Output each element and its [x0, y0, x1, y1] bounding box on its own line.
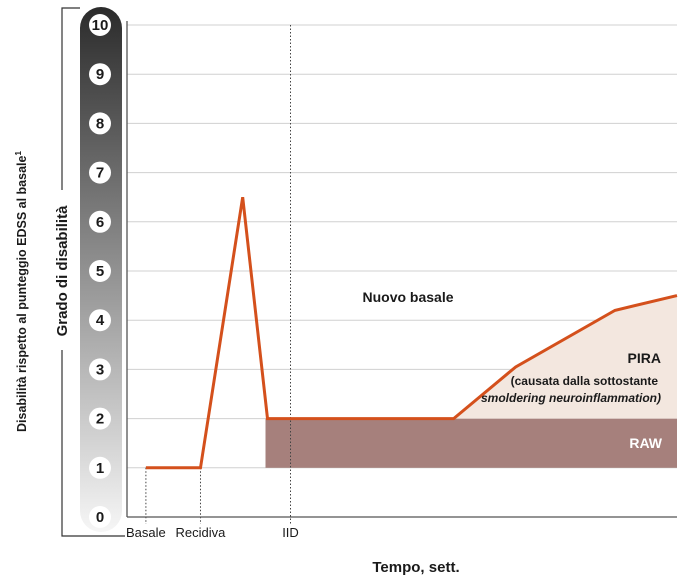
x-marker-label-0: Basale — [126, 525, 166, 540]
y-tick-label-7: 7 — [96, 165, 104, 182]
y-tick-label-2: 2 — [96, 411, 104, 428]
y-tick-label-4: 4 — [96, 312, 105, 329]
inner-ylabel: Grado di disabilità — [54, 205, 71, 337]
outer-ylabel: Disabilità rispetto al punteggio EDSS al… — [14, 151, 29, 432]
y-tick-circle-6 — [89, 210, 111, 233]
raw-region — [265, 418, 677, 468]
y-tick-circle-4 — [89, 309, 111, 332]
nuovo-basale-label: Nuovo basale — [362, 289, 453, 305]
disability-line — [145, 196, 678, 470]
y-tick-circle-9 — [89, 63, 111, 86]
x-marker-label-2: IID — [282, 525, 299, 540]
y-tick-circle-10 — [89, 14, 111, 36]
y-tick-circle-1 — [89, 456, 111, 479]
pira-sub-label-2: smoldering neuroinflammation) — [481, 391, 661, 405]
y-tick-label-6: 6 — [96, 214, 104, 231]
y-tick-circle-5 — [89, 260, 111, 282]
y-tick-label-5: 5 — [96, 263, 104, 280]
y-tick-label-1: 1 — [96, 460, 104, 477]
raw-label: RAW — [629, 435, 662, 451]
y-tick-circle-3 — [89, 358, 111, 381]
y-tick-circle-2 — [89, 407, 111, 430]
y-tick-label-10: 10 — [92, 17, 109, 34]
inner-ylabel-bg — [54, 190, 72, 350]
pira-label: PIRA — [628, 350, 661, 366]
y-tick-circle-0 — [89, 506, 111, 528]
y-tick-label-9: 9 — [96, 66, 104, 83]
y-tick-label-3: 3 — [96, 361, 104, 378]
pira-region — [453, 295, 677, 419]
y-tick-label-8: 8 — [96, 115, 104, 132]
x-marker-label-1: Recidiva — [176, 525, 227, 540]
pira-sub-label-1: (causata dalla sottostante — [511, 374, 659, 388]
y-tick-circle-8 — [89, 112, 111, 135]
x-axis-title: Tempo, sett. — [372, 559, 459, 576]
y-tick-circle-7 — [89, 161, 111, 184]
y-tick-label-0: 0 — [96, 509, 104, 526]
